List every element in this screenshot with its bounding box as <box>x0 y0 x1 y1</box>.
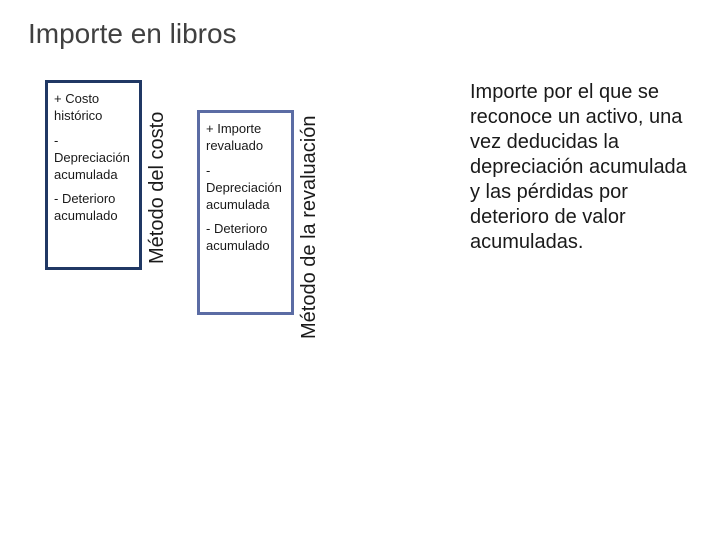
method-cost-box: + Costo histórico - Depreciación acumula… <box>45 80 142 270</box>
cost-item-1: + Costo histórico <box>54 91 133 125</box>
method-revaluation-box: + Importe revaluado - Depreciación acumu… <box>197 110 294 315</box>
method-revaluation-group: + Importe revaluado - Depreciación acumu… <box>197 110 321 520</box>
reval-item-3: - Deterioro acumulado <box>206 221 285 255</box>
cost-item-2: - Depreciación acumulada <box>54 133 133 184</box>
reval-item-2: - Depreciación acumulada <box>206 163 285 214</box>
method-revaluation-label: Método de la revaluación <box>298 110 321 520</box>
page-title: Importe en libros <box>0 0 720 50</box>
cost-item-3: - Deterioro acumulado <box>54 191 133 225</box>
method-cost-group: + Costo histórico - Depreciación acumula… <box>45 80 169 270</box>
reval-item-1: + Importe revaluado <box>206 121 285 155</box>
content-area: + Costo histórico - Depreciación acumula… <box>45 80 321 520</box>
description-text: Importe por el que se reconoce un activo… <box>470 80 695 255</box>
method-cost-label: Método del costo <box>146 80 169 270</box>
